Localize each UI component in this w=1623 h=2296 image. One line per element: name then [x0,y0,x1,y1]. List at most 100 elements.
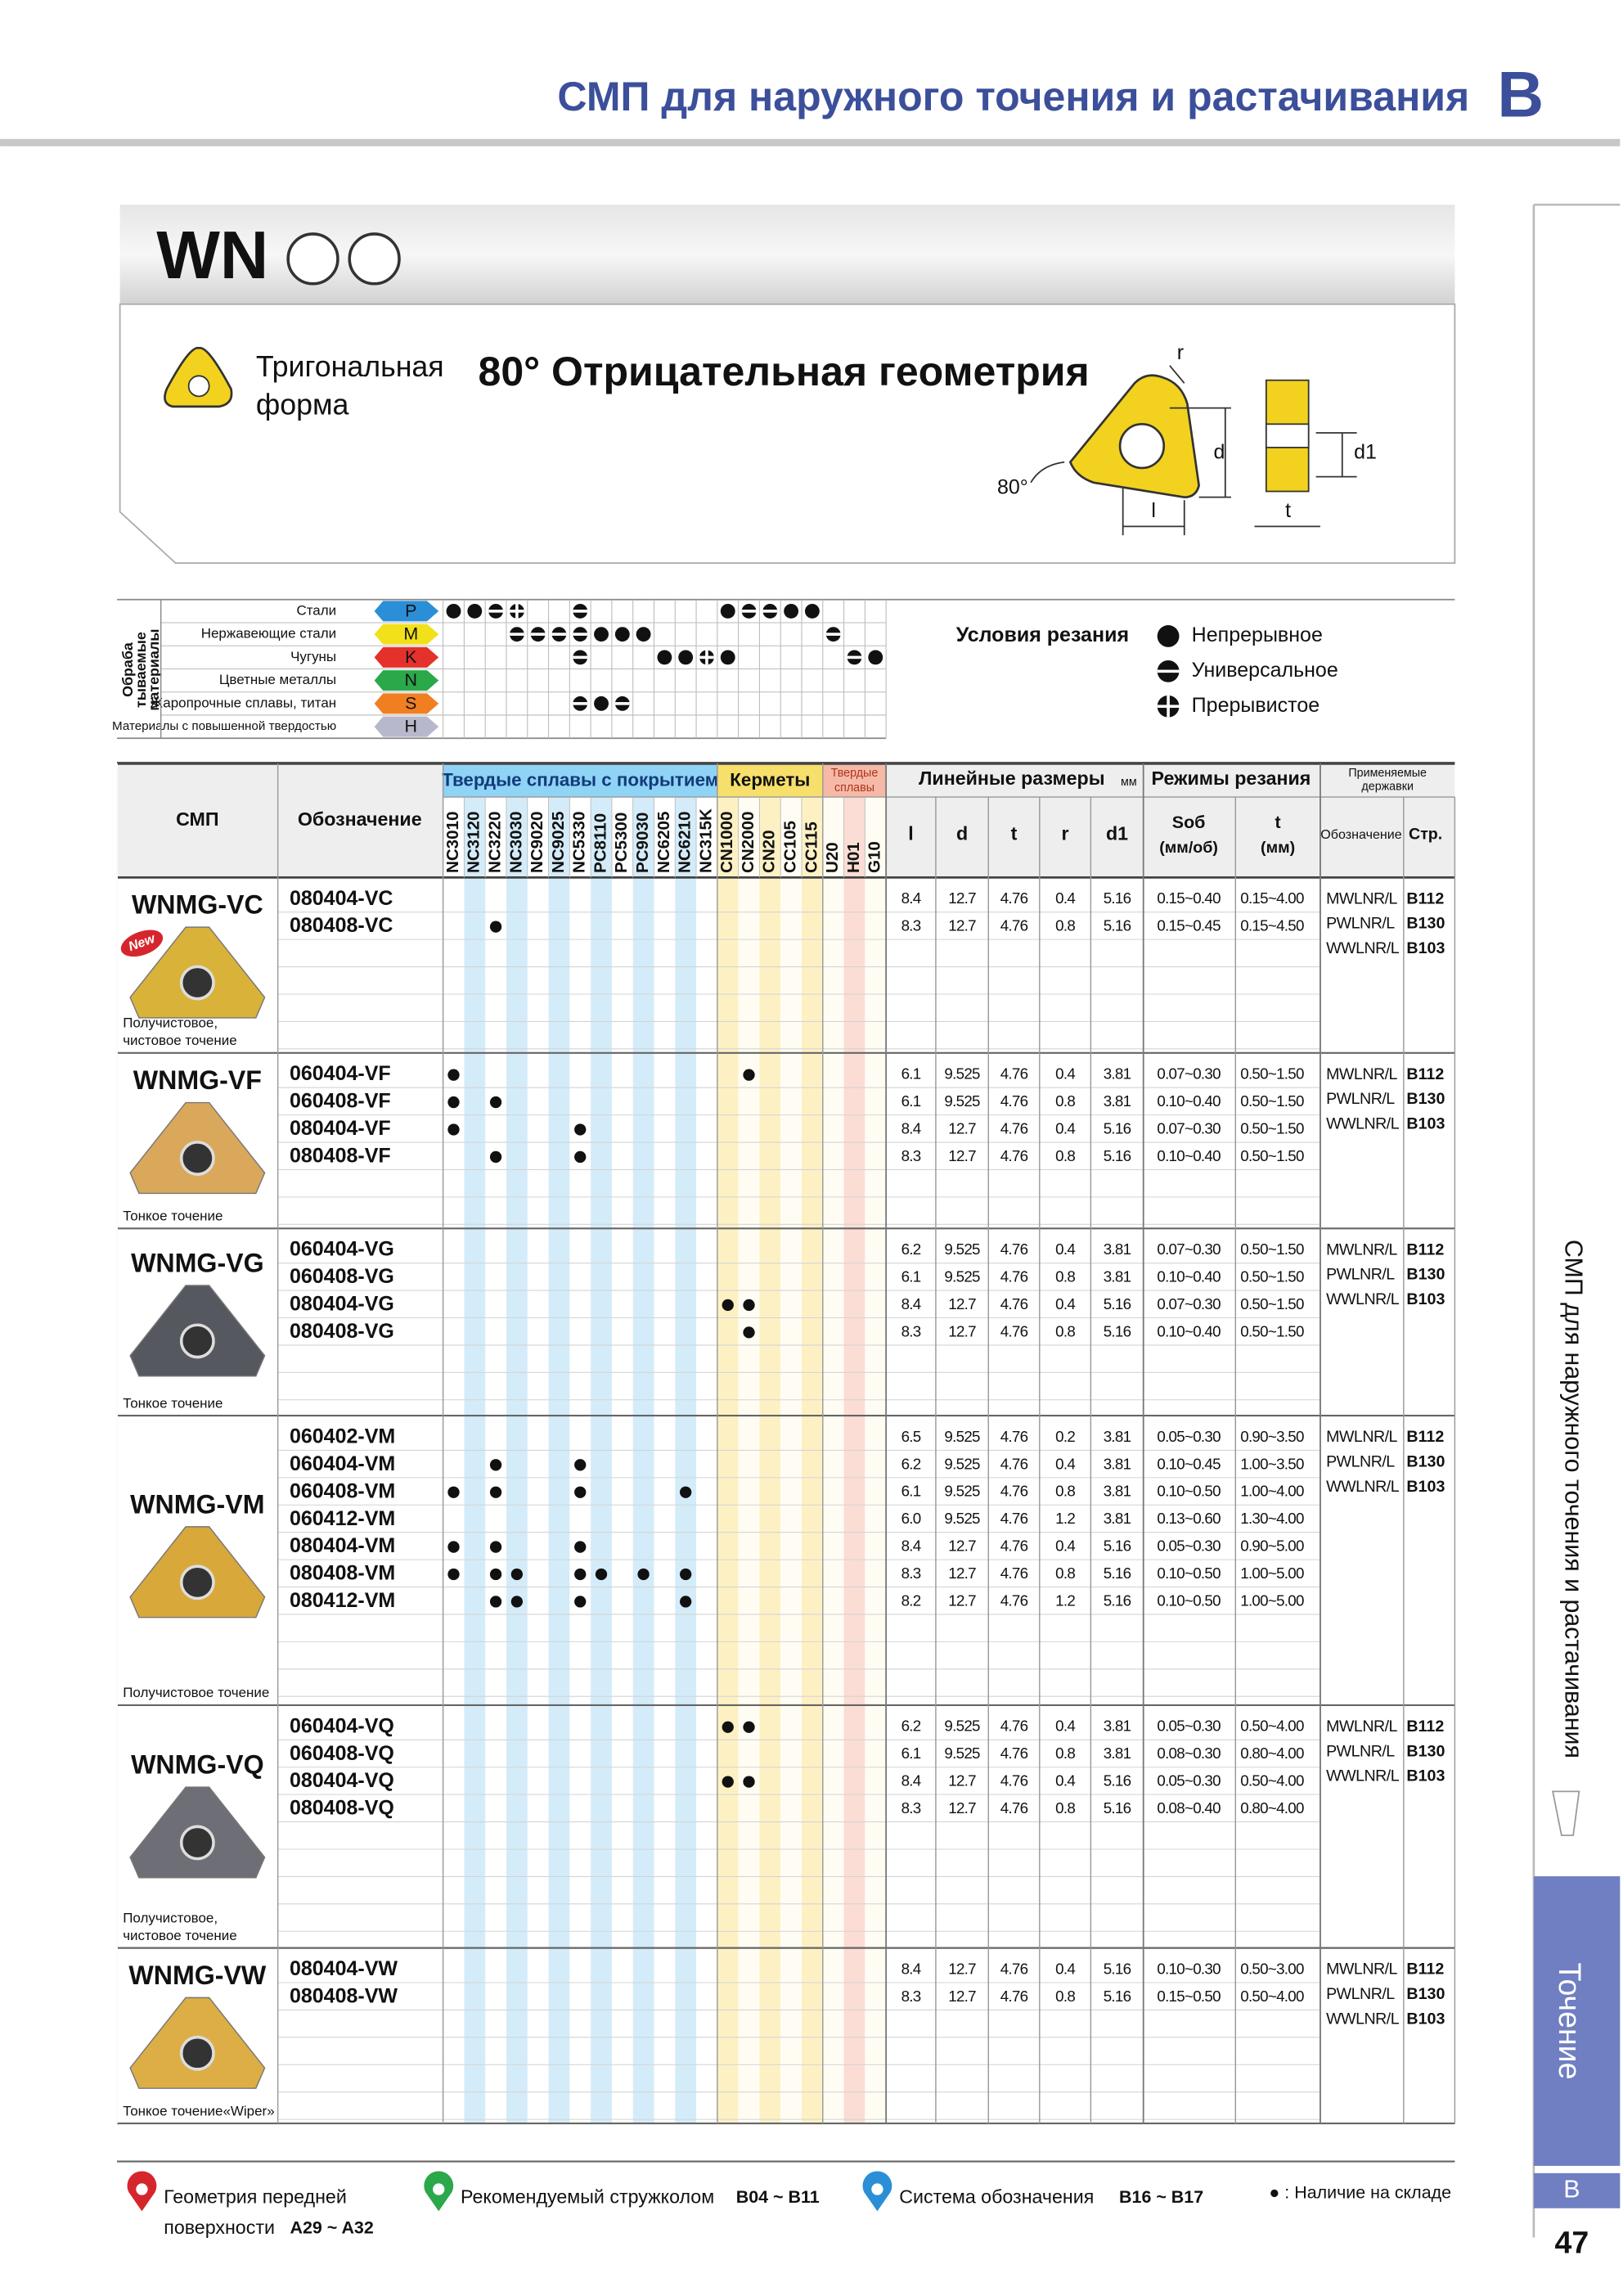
grade-name: NC3030 [506,812,525,873]
item-dim: 0.4 [1055,1717,1075,1735]
holder-code: MWLNR/L [1326,1428,1397,1446]
item-dim: 4.76 [1000,889,1028,907]
group-head-coated [443,763,717,798]
stock-mark [489,1541,502,1553]
grade-column [591,797,612,2124]
item-dim: 4.76 [1000,1537,1028,1555]
stock-mark [447,1568,460,1581]
item-code: 060402-VM [290,1425,395,1447]
item-dim: 8.3 [901,1988,921,2005]
item-dim: 3.81 [1104,1745,1131,1762]
mark-interrupted-band [1167,695,1170,718]
stock-mark [489,1150,502,1164]
head-unit: мм [1121,776,1137,789]
grade-name: NC3010 [443,812,462,873]
mark-continuous [467,603,483,619]
mark-continuous [678,650,694,665]
grade-column [822,797,844,2124]
stock-mark [447,1096,460,1109]
item-dim: 8.4 [901,1119,921,1137]
item-dim: 6.2 [901,1717,921,1735]
item-dim: 4.76 [1000,1119,1028,1137]
stock-mark [574,1596,587,1608]
item-depth: 1.00~5.00 [1240,1591,1304,1609]
item-dim: 5.16 [1104,1295,1131,1312]
item-dim: 6.2 [901,1455,921,1472]
mark-universal-band [573,702,588,705]
holder-page: B130 [1406,1090,1445,1108]
head-feed: (мм/об) [1159,839,1218,857]
diagram-label: t [1285,499,1291,522]
material-name: Нержавеющие стали [201,626,336,642]
item-dim: 12.7 [948,889,976,907]
insert-note: Тонкое точение [123,1208,223,1223]
stock-mark [489,1596,502,1608]
insert-image-hole [179,965,215,1001]
item-depth: 0.50~1.50 [1240,1240,1304,1258]
shape-icon-hole [187,375,210,398]
item-dim: 12.7 [948,1322,976,1339]
dim-line [1169,365,1185,384]
item-feed: 0.05~0.30 [1157,1537,1221,1555]
insert-image-hole [179,1141,215,1176]
stock-mark [722,1299,734,1312]
item-dim: 8.3 [901,917,921,934]
item-dim: 3.81 [1104,1065,1131,1083]
mark-continuous [594,696,609,711]
item-dim: 0.4 [1055,1295,1075,1312]
item-feed: 0.15~0.50 [1157,1988,1221,2005]
item-feed: 0.08~0.40 [1157,1799,1221,1817]
item-dim: 9.525 [944,1092,980,1110]
mark-universal-band [762,610,778,613]
stock-mark [447,1541,460,1553]
holder-code: WWLNR/L [1326,1115,1400,1133]
item-dim: 4.76 [1000,1745,1028,1762]
item-dim: 6.5 [901,1428,921,1445]
item-dim: 4.76 [1000,1510,1028,1527]
item-dim: 5.16 [1104,1322,1131,1339]
stock-mark [574,1459,587,1471]
item-dim: 5.16 [1104,917,1131,934]
condition-label: Прерывистое [1192,694,1320,717]
grade-name: CN1000 [717,812,736,873]
stock-mark [510,1568,524,1581]
holder-page: B112 [1406,1428,1444,1446]
holder-page: B112 [1406,1717,1444,1736]
item-dim: 3.81 [1104,1455,1131,1472]
holder-code: PWLNR/L [1326,1985,1395,2003]
item-dim: 9.525 [944,1065,980,1083]
table-head-bg [886,763,1455,878]
holder-page: B103 [1406,1478,1445,1496]
side-icon [1552,1790,1580,1836]
item-code: 060404-VQ [290,1714,394,1737]
grade-name: NC5330 [570,812,589,873]
item-feed: 0.10~0.30 [1157,1960,1221,1977]
holder-page: B130 [1406,1452,1445,1470]
item-dim: 8.4 [901,889,921,907]
mark-continuous [1157,625,1180,647]
item-feed: 0.05~0.30 [1157,1428,1221,1445]
holder-code: MWLNR/L [1326,1961,1397,1979]
holder-code: MWLNR/L [1326,889,1397,907]
holder-code: WWLNR/L [1326,2010,1400,2028]
stock-mark [743,1776,755,1788]
mark-interrupted-band [705,650,708,665]
new-badge [120,930,164,957]
head-depth: (мм) [1261,839,1295,857]
item-depth: 0.50~1.50 [1240,1322,1304,1339]
material-badge [374,716,439,737]
item-feed: 0.13~0.60 [1157,1510,1221,1527]
head-dim: l [908,823,913,844]
stock-mark [489,921,502,933]
item-code: 060404-VF [290,1062,391,1085]
mark-continuous [784,603,799,619]
side-section: Точение [1553,1963,1587,2080]
item-feed: 0.07~0.30 [1157,1119,1221,1137]
item-code: 080404-VM [290,1534,395,1557]
item-dim: 0.4 [1055,1960,1075,1977]
item-code: 080404-VC [290,887,393,910]
item-depth: 0.80~4.00 [1240,1799,1304,1817]
insert-name: WNMG-VM [130,1489,264,1519]
stock-mark [680,1568,692,1581]
grade-name: NC315K [696,808,715,873]
